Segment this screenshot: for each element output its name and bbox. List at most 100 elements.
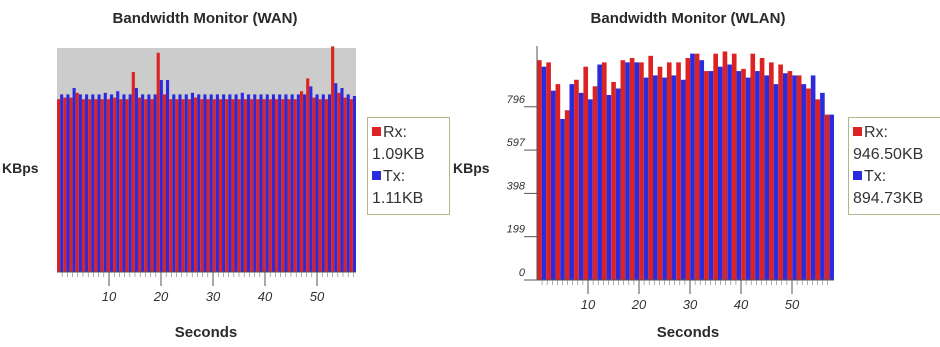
rx-bar xyxy=(225,99,229,272)
rx-bar xyxy=(169,99,173,272)
rx-swatch-icon xyxy=(372,127,381,137)
x-tick-label: 40 xyxy=(258,289,273,304)
wan-legend-tx-value: 1.11KB xyxy=(372,190,424,207)
rx-bar xyxy=(250,99,254,272)
rx-bar xyxy=(69,97,73,272)
tx-bar xyxy=(764,75,770,280)
x-tick-label: 50 xyxy=(785,297,800,312)
tx-bar xyxy=(259,94,263,273)
tx-swatch-icon xyxy=(372,171,381,181)
rx-bar xyxy=(704,71,709,280)
wlan-legend: Rx: 946.50KB Tx: 894.73KB xyxy=(848,117,940,215)
wlan-y-axis-label: KBps xyxy=(453,160,490,176)
rx-bar xyxy=(200,99,204,272)
tx-bar xyxy=(97,94,101,273)
rx-bar xyxy=(685,58,691,280)
tx-bar xyxy=(643,77,649,280)
rx-bar xyxy=(648,55,654,280)
rx-bar xyxy=(181,99,185,272)
tx-bar xyxy=(66,94,70,273)
tx-bar xyxy=(352,96,356,272)
tx-bar xyxy=(597,64,602,280)
tx-bar xyxy=(782,73,788,280)
tx-bar xyxy=(727,64,732,280)
wlan-chart-title: Bandwidth Monitor (WLAN) xyxy=(590,10,786,27)
rx-bar xyxy=(574,79,579,280)
tx-bar xyxy=(303,94,307,273)
rx-bar xyxy=(293,99,297,272)
tx-bar xyxy=(755,71,760,280)
rx-bar xyxy=(583,66,589,280)
rx-bar xyxy=(722,51,728,280)
tx-bar xyxy=(569,84,575,280)
rx-bar xyxy=(713,53,718,280)
tx-bar xyxy=(662,77,667,280)
tx-bar xyxy=(327,94,332,273)
tx-bar xyxy=(773,84,779,280)
rx-bar xyxy=(796,75,802,280)
rx-bar xyxy=(88,99,92,272)
rx-bar xyxy=(824,114,830,281)
rx-bar xyxy=(666,62,672,280)
rx-bar xyxy=(331,46,335,273)
x-tick-label: 10 xyxy=(581,297,596,312)
rx-bar xyxy=(81,99,86,272)
tx-bar xyxy=(717,66,723,280)
tx-bar xyxy=(265,94,269,273)
y-tick-label: 796 xyxy=(507,94,526,106)
rx-bar xyxy=(611,81,616,280)
tx-bar xyxy=(78,94,82,273)
tx-bar xyxy=(103,92,107,272)
tx-bar xyxy=(172,94,176,273)
rx-bar xyxy=(299,91,304,272)
rx-bar xyxy=(212,99,216,272)
rx-bar xyxy=(268,99,272,272)
tx-bar xyxy=(72,88,76,272)
tx-bar xyxy=(615,88,621,280)
wlan-legend-rx-value: 946.50KB xyxy=(853,146,924,163)
rx-bar xyxy=(555,84,561,280)
rx-bar xyxy=(750,53,756,280)
tx-bar xyxy=(153,94,157,273)
wan-legend: Rx: 1.09KB Tx: 1.11KB xyxy=(367,117,450,215)
rx-bar xyxy=(629,58,635,280)
rx-bar xyxy=(281,99,285,272)
x-tick-label: 10 xyxy=(102,289,117,304)
tx-bar xyxy=(290,94,294,273)
tx-bar xyxy=(296,94,300,273)
rx-bar xyxy=(778,64,783,280)
tx-bar xyxy=(690,53,695,280)
rx-bar xyxy=(94,99,98,272)
tx-bar xyxy=(209,94,213,273)
tx-bar xyxy=(134,88,138,272)
tx-bar xyxy=(820,92,825,280)
tx-bar xyxy=(315,94,319,273)
rx-bar xyxy=(676,62,681,280)
rx-bar xyxy=(125,99,129,272)
rx-swatch-icon xyxy=(853,127,862,137)
wlan-legend-rx: Rx: xyxy=(853,122,940,144)
tx-bar xyxy=(246,94,251,273)
tx-bar xyxy=(222,94,226,273)
y-tick-label: 199 xyxy=(507,224,525,236)
wlan-x-axis-label: Seconds xyxy=(656,324,720,341)
tx-bar xyxy=(159,80,163,272)
tx-bar xyxy=(91,94,95,273)
tx-bar xyxy=(278,94,282,273)
wlan-legend-tx-value: 894.73KB xyxy=(853,190,924,207)
tx-bar xyxy=(234,94,238,273)
tx-bar xyxy=(178,94,182,273)
wan-legend-rx: Rx: xyxy=(372,122,445,144)
rx-bar xyxy=(741,68,746,280)
wan-legend-tx: Tx: xyxy=(372,166,445,188)
tx-bar xyxy=(550,90,556,280)
tx-bar xyxy=(625,62,630,280)
y-tick-label: 597 xyxy=(507,137,526,149)
tx-bar xyxy=(147,94,151,273)
tx-bar xyxy=(128,94,132,273)
rx-bar xyxy=(343,97,347,272)
rx-bar xyxy=(759,58,765,280)
tx-bar xyxy=(541,66,547,280)
tx-bar xyxy=(346,94,350,273)
